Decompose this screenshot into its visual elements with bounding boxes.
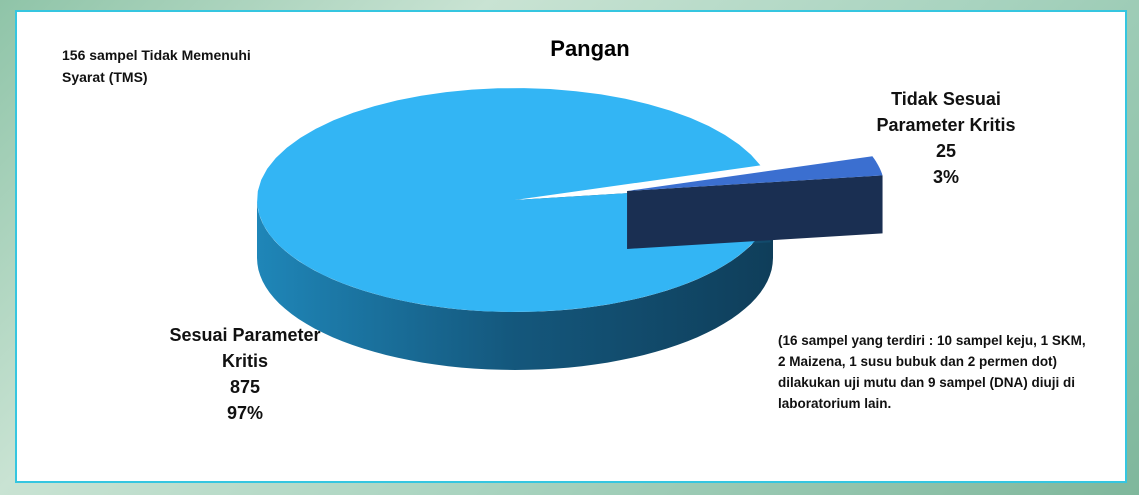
slice-label: Tidak Sesuai Parameter Kritis 25 3% <box>862 86 1030 190</box>
annotation: (16 sampel yang terdiri : 10 sampel keju… <box>778 333 1086 411</box>
slice-side <box>257 200 773 370</box>
percent-label: 97% <box>226 403 264 423</box>
percent-label: 3% <box>932 167 959 187</box>
slice-face <box>627 175 883 249</box>
pie-slice <box>627 156 883 191</box>
category-label: Sesuai Parameter Kritis <box>169 325 321 371</box>
value-label: 875 <box>229 377 261 397</box>
chart-title: Pangan <box>550 36 629 61</box>
annotation: 156 sampel Tidak Memenuhi Syarat (TMS) <box>62 47 251 85</box>
pie-slice <box>257 88 773 312</box>
slice-label: Sesuai Parameter Kritis 875 97% <box>150 322 340 426</box>
value-label: 25 <box>935 141 957 161</box>
category-label: Tidak Sesuai Parameter Kritis <box>876 89 1016 135</box>
